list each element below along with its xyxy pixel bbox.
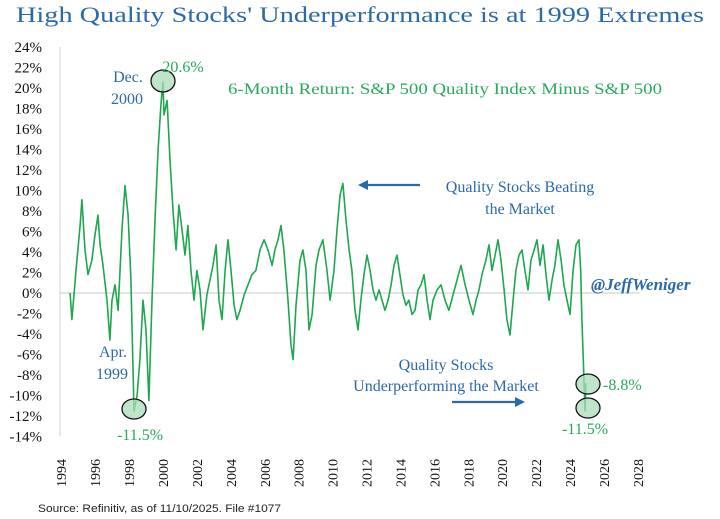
y-tick-label: -10%	[10, 388, 43, 404]
source-note: Source: Refinitiv, as of 11/10/2025. Fil…	[38, 503, 281, 515]
y-tick-label: 4%	[22, 245, 42, 261]
y-tick-label: 12%	[15, 163, 43, 179]
trough-date-year: 1999	[96, 366, 128, 383]
x-tick-label: 2002	[191, 459, 206, 487]
trough-date-month: Apr.	[99, 344, 127, 361]
x-tick-label: 2000	[157, 459, 172, 487]
x-tick-label: 2024	[564, 459, 579, 487]
x-tick-label: 2006	[259, 459, 274, 487]
chart-title: High Quality Stocks' Underperformance is…	[16, 2, 704, 27]
y-tick-label: -2%	[17, 306, 42, 322]
x-tick-label: 2022	[530, 459, 545, 487]
x-tick-label: 2028	[632, 459, 647, 487]
y-tick-label: 6%	[22, 225, 42, 241]
y-tick-label: 10%	[15, 184, 43, 200]
highlight-circle-peak-2000	[150, 69, 176, 93]
y-tick-label: 24%	[15, 40, 43, 56]
x-tick-label: 2016	[428, 459, 443, 487]
y-tick-label: -12%	[10, 409, 43, 425]
x-tick-label: 2014	[394, 459, 409, 487]
arrow-right-icon	[452, 397, 525, 407]
y-tick-label: 18%	[15, 102, 43, 118]
y-tick-label: 0%	[22, 286, 42, 302]
x-tick-label: 2008	[293, 459, 308, 487]
y-tick-labels: 24% 22% 20% 18% 16% 14% 12% 10% 8% 6% 4% 2% 0% -2% -4%…	[10, 40, 43, 445]
x-tick-label: 1996	[89, 459, 104, 487]
series-line	[69, 81, 587, 412]
beating-annotation-line1: Quality Stocks Beating	[446, 179, 594, 196]
author-handle: @JeffWeniger	[591, 275, 691, 294]
y-tick-label: 14%	[15, 143, 43, 159]
chart-subtitle: 6-Month Return: S&P 500 Quality Index Mi…	[228, 81, 662, 98]
peak-date-month: Dec.	[113, 69, 143, 86]
highlight-circle-latest	[575, 373, 601, 395]
x-tick-label: 2018	[462, 459, 477, 487]
highlight-circle-recent-low	[575, 397, 601, 419]
latest-value-label: -8.8%	[603, 377, 642, 394]
recent-low-value-label: -11.5%	[562, 421, 608, 438]
y-tick-label: 20%	[15, 81, 43, 97]
beating-annotation-line2: the Market	[485, 201, 555, 218]
x-tick-labels: 1994 1996 1998 2000 2002 2004 2006 2008 2010 2012…	[55, 459, 647, 487]
x-tick-label: 2004	[225, 459, 240, 487]
y-tick-label: -14%	[10, 429, 43, 445]
x-tick-label: 2010	[327, 459, 342, 487]
peak-date-year: 2000	[111, 91, 143, 108]
x-tick-label: 2012	[361, 459, 376, 487]
x-tick-label: 2020	[496, 459, 511, 487]
y-tick-label: 16%	[15, 122, 43, 138]
x-tick-label: 2026	[598, 459, 613, 487]
highlight-circle-trough-1999	[121, 398, 147, 420]
underperforming-annotation-line1: Quality Stocks	[399, 357, 494, 374]
y-tick-label: 22%	[15, 61, 43, 77]
arrow-left-icon	[358, 180, 420, 190]
trough-1999-value-label: -11.5%	[117, 427, 163, 444]
x-tick-label: 1998	[123, 459, 138, 487]
y-tick-label: -8%	[17, 368, 42, 384]
y-tick-label: -4%	[17, 327, 42, 343]
y-tick-label: 2%	[22, 266, 42, 282]
y-tick-label: 8%	[22, 204, 42, 220]
peak-value-label: 20.6%	[162, 59, 203, 76]
underperforming-annotation-line2: Underperforming the Market	[353, 378, 539, 395]
y-tick-label: -6%	[17, 347, 42, 363]
x-tick-label: 1994	[55, 459, 70, 487]
